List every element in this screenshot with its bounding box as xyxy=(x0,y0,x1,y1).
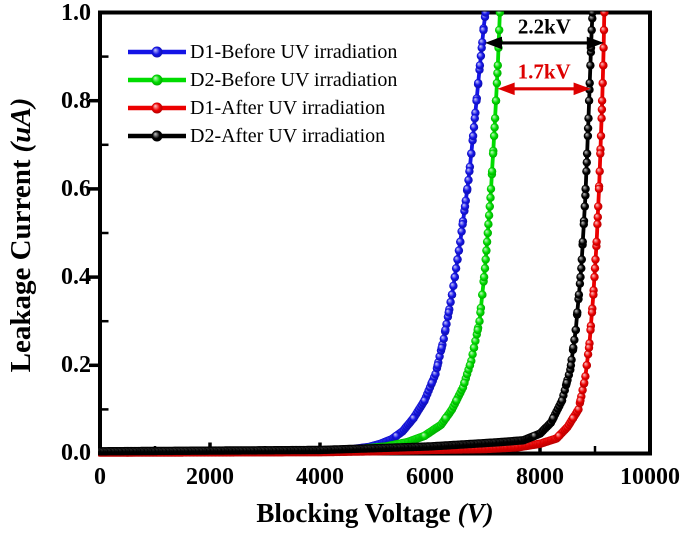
y-axis-label: Leakage Current(uA) xyxy=(4,5,38,465)
legend-glyph-0 xyxy=(128,46,186,58)
y-tick-label-0.2: 0.2 xyxy=(61,352,91,378)
x-tick-label-2000: 2000 xyxy=(186,464,234,490)
legend-item-d2-after: D2-After UV irradiation xyxy=(190,125,386,147)
legend-item-d1-after: D1-After UV irradiation xyxy=(190,97,386,119)
y-tick-label-0.6: 0.6 xyxy=(61,176,91,202)
series-d2-after-uv-irradiation xyxy=(98,11,597,456)
y-tick-label-0.0: 0.0 xyxy=(61,440,91,466)
x-axis-label-text: Blocking Voltage xyxy=(256,498,451,528)
annotation-arrow-2.2kV xyxy=(485,36,604,50)
y-tick-label-0.4: 0.4 xyxy=(61,264,91,290)
annotation-label-1.7kV: 1.7kV xyxy=(517,59,571,84)
legend-item-d2-before: D2-Before UV irradiation xyxy=(190,69,398,91)
x-tick-label-0: 0 xyxy=(94,464,106,490)
x-tick-label-10000: 10000 xyxy=(620,464,680,490)
x-axis-label: Blocking Voltage (V) xyxy=(100,498,650,529)
annotation-label-2.2kV: 2.2kV xyxy=(517,14,571,39)
y-tick-label-1.0: 1.0 xyxy=(61,0,91,26)
annotation-arrow-1.7kV xyxy=(497,82,591,96)
legend-glyph-3 xyxy=(128,130,186,142)
legend-glyph-1 xyxy=(128,74,186,86)
legend-item-d1-before: D1-Before UV irradiation xyxy=(190,41,398,63)
y-tick-label-0.8: 0.8 xyxy=(61,88,91,114)
x-axis-label-unit: (V) xyxy=(457,498,494,528)
x-tick-label-4000: 4000 xyxy=(296,464,344,490)
x-tick-label-8000: 8000 xyxy=(516,464,564,490)
legend-glyph-2 xyxy=(128,102,186,114)
x-tick-label-6000: 6000 xyxy=(406,464,454,490)
